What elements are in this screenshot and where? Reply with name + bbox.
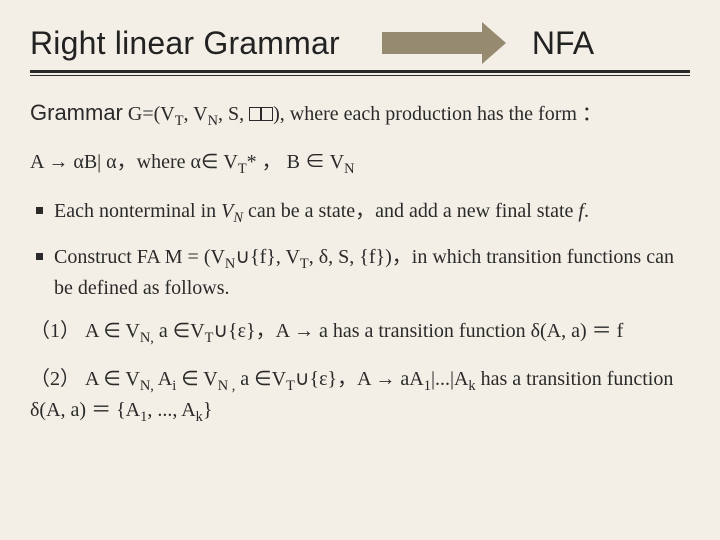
item-number: （2）	[30, 368, 80, 390]
sub-k: k	[196, 409, 203, 425]
production-form: A → αB| α，where α∈ VT* ， B ∈ VN	[30, 149, 690, 179]
title-right: NFA	[532, 25, 594, 62]
txt: A ∈ V	[80, 368, 140, 390]
txt: G=(V	[123, 103, 175, 125]
list-item: Construct FA M = (VN∪{f}, VT, δ, S, {f})…	[36, 244, 690, 301]
txt: * ， B ∈ V	[247, 151, 344, 173]
txt: ), where each production has the form ：	[273, 103, 602, 125]
txt: a ∈V	[154, 320, 205, 342]
sub-n: N,	[140, 330, 154, 346]
txt: ∈ V	[176, 368, 218, 390]
slide-title-row: Right linear Grammar NFA	[30, 22, 690, 64]
sub-t: T	[238, 161, 247, 177]
sub-t: T	[175, 113, 184, 129]
txt: V	[221, 200, 233, 222]
txt: , ..., A	[147, 399, 195, 421]
txt: a ∈V	[235, 368, 286, 390]
bullet-list: Each nonterminal in VN can be a state，an…	[30, 198, 690, 302]
slide-content: Grammar G=(VT, VN, S, ), where each prod…	[30, 98, 690, 427]
txt: can be a state，and add a new final state	[243, 200, 578, 222]
txt: .	[584, 200, 589, 222]
txt: Each nonterminal in	[54, 200, 221, 222]
txt: , V	[184, 103, 208, 125]
title-rule-thin	[30, 75, 690, 76]
sub-n: N,	[140, 378, 154, 394]
list-item: Each nonterminal in VN can be a state，an…	[36, 198, 690, 228]
missing-glyph-icon	[261, 107, 273, 121]
txt: , S,	[218, 103, 249, 125]
numbered-item-2: （2） A ∈ VN, Ai ∈ VN , a ∈VT∪{ε}，A → aA1|…	[30, 366, 690, 427]
txt: ∪{ε}，A → a has a transition function δ(A…	[213, 320, 623, 342]
txt: |...|A	[431, 368, 468, 390]
sub-t: T	[300, 256, 309, 272]
sub-k: k	[468, 378, 475, 394]
txt: A → αB| α，where α∈ V	[30, 151, 238, 173]
sub-t: T	[286, 378, 295, 394]
title-rule-thick	[30, 70, 690, 73]
txt: ∪{ε}，A → aA	[295, 368, 424, 390]
sub-1: 1	[424, 378, 431, 394]
sub-n: N ,	[218, 378, 236, 394]
arrow-icon	[382, 22, 506, 64]
missing-glyph-icon	[249, 107, 261, 121]
txt: Construct FA M = (V	[54, 246, 225, 268]
txt: ∪{f}, V	[235, 246, 300, 268]
txt: A ∈ V	[80, 320, 140, 342]
item-number: （1）	[30, 320, 80, 342]
sub-n: N	[208, 113, 218, 129]
sub-n: N	[233, 210, 243, 226]
txt: A	[154, 368, 172, 390]
sub-n: N	[344, 161, 354, 177]
txt: }	[203, 399, 213, 421]
sub-n: N	[225, 256, 235, 272]
grammar-label: Grammar	[30, 100, 123, 125]
numbered-item-1: （1） A ∈ VN, a ∈VT∪{ε}，A → a has a transi…	[30, 318, 690, 348]
title-left: Right linear Grammar	[30, 25, 340, 62]
grammar-definition: Grammar G=(VT, VN, S, ), where each prod…	[30, 98, 690, 131]
